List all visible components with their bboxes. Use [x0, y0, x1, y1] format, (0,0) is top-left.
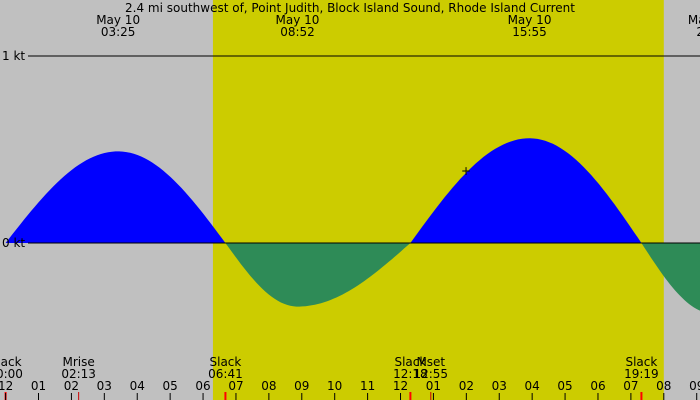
hour-tick-label: 12 [0, 379, 13, 393]
hour-tick-label: 02 [64, 379, 79, 393]
bottom-event-time: 12:55 [413, 367, 448, 381]
one-knot-label: 1 kt [2, 49, 25, 63]
top-event-date: May 10 [276, 13, 320, 27]
plus-marker: + [461, 164, 471, 178]
hour-tick-label: 05 [163, 379, 178, 393]
hour-tick-label: 01 [31, 379, 46, 393]
hour-tick-label: 04 [525, 379, 540, 393]
bottom-event-name: Slack [210, 355, 242, 369]
ebb-lobe [225, 243, 411, 307]
top-event-date: May 10 [508, 13, 552, 27]
hour-tick-label: 01 [426, 379, 441, 393]
hour-tick-label: 05 [557, 379, 572, 393]
top-event-date: May 10 [96, 13, 140, 27]
hour-tick-label: 09 [689, 379, 700, 393]
hour-tick-label: 08 [261, 379, 276, 393]
current-curve [5, 138, 700, 311]
bottom-event-labels: Slack00:00Mrise02:13Slack06:41Slack12:18… [0, 355, 659, 400]
bottom-event-name: Slack [394, 355, 426, 369]
hour-tick-label: 03 [97, 379, 112, 393]
hour-tick-label: 07 [228, 379, 243, 393]
hour-tick-label: 06 [590, 379, 605, 393]
flood-lobe [5, 151, 226, 243]
top-event-time: 21:2 [696, 25, 700, 39]
hour-tick-label: 02 [459, 379, 474, 393]
hour-tick-label: 11 [360, 379, 375, 393]
hour-tick-label: 08 [656, 379, 671, 393]
bottom-event-time: 19:19 [624, 367, 659, 381]
hour-tick-label: 07 [623, 379, 638, 393]
hour-tick-label: 10 [327, 379, 342, 393]
top-event-time: 03:25 [101, 25, 136, 39]
hour-tick-label: 03 [492, 379, 507, 393]
flood-lobe [410, 138, 642, 243]
top-event-date: May 10 [688, 13, 700, 27]
bottom-event-time: 06:41 [208, 367, 243, 381]
bottom-event-time: 02:13 [61, 367, 96, 381]
hour-tick-label: 06 [195, 379, 210, 393]
bottom-event-name: Mrise [63, 355, 95, 369]
top-event-time: 08:52 [280, 25, 315, 39]
hour-axis: 1112010203040506070809101112010203040506… [0, 379, 700, 400]
bottom-event-time: 12:18 [393, 367, 428, 381]
top-event-time: 15:55 [512, 25, 547, 39]
ebb-lobe [641, 243, 700, 311]
zero-knot-label: 0 kt [2, 236, 25, 250]
bottom-event-name: Slack [0, 355, 22, 369]
bottom-event-time: 00:00 [0, 367, 23, 381]
hour-tick-label: 09 [294, 379, 309, 393]
bottom-event-name: Mset [416, 355, 445, 369]
chart-title: 2.4 mi southwest of, Point Judith, Block… [125, 1, 575, 15]
bottom-event-name: Slack [625, 355, 657, 369]
hour-tick-label: 04 [130, 379, 145, 393]
hour-tick-label: 12 [393, 379, 408, 393]
